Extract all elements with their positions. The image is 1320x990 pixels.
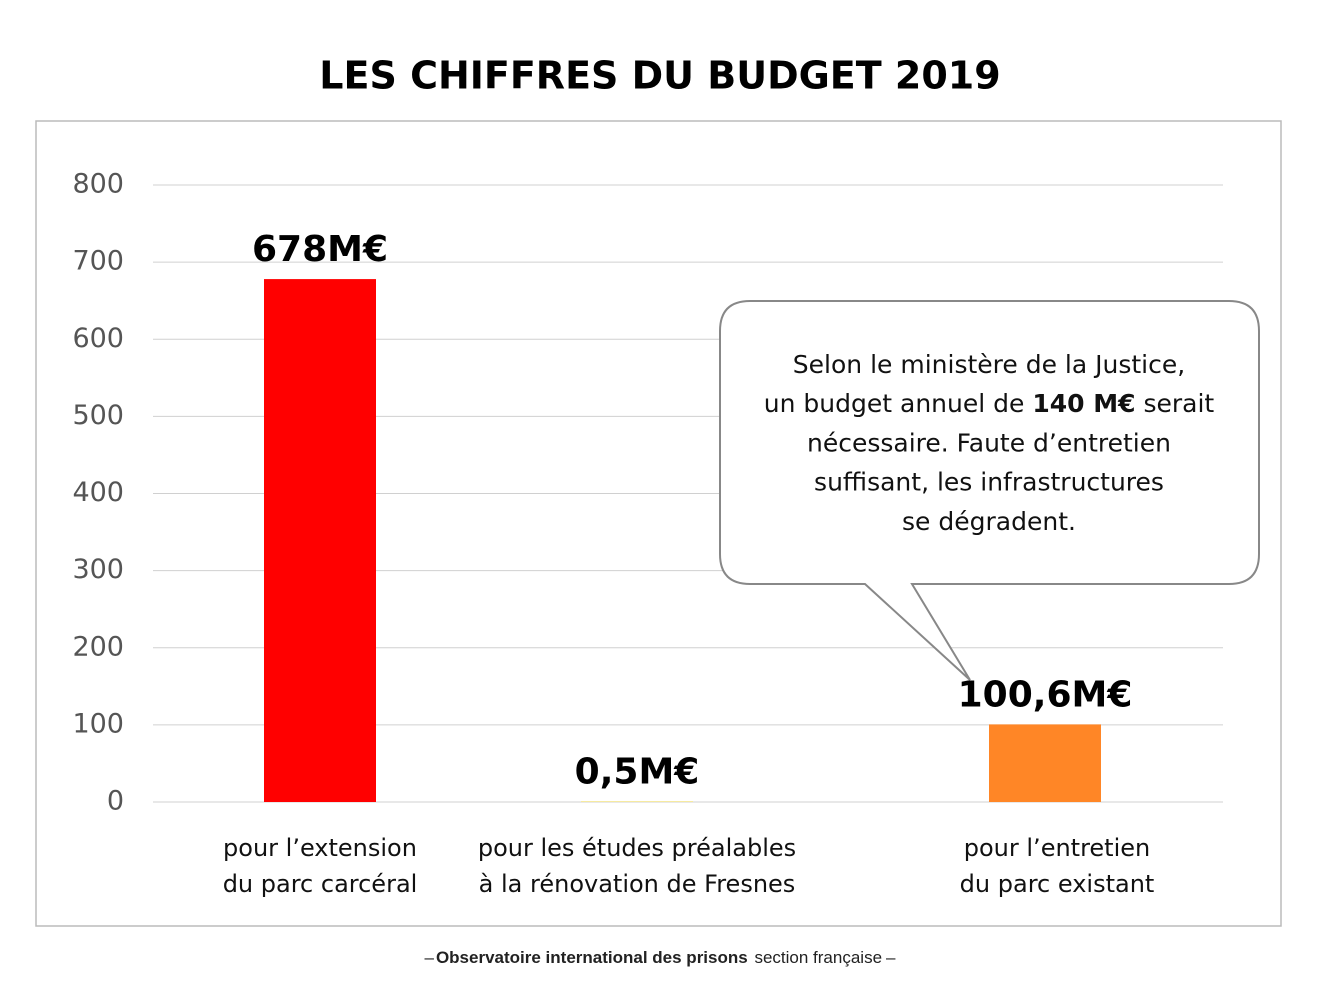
callout <box>719 300 1260 681</box>
frame <box>35 120 1282 927</box>
y-tick-label: 300 <box>72 554 124 585</box>
chart-title: LES CHIFFRES DU BUDGET 2019 <box>319 54 1000 98</box>
footer-prefix: – <box>424 948 434 967</box>
annotation-text: un budget annuel de <box>764 389 1033 418</box>
x-tick-label: du parc existant <box>960 870 1155 898</box>
annotation-text: serait <box>1136 389 1215 418</box>
annotation-text: suffisant, les infrastructures <box>814 468 1164 497</box>
x-tick-label: du parc carcéral <box>223 870 418 898</box>
x-tick-label: pour les études préalables <box>478 834 796 862</box>
y-tick-label: 800 <box>72 169 124 200</box>
y-tick-label: 400 <box>72 477 124 508</box>
annotation-line: Selon le ministère de la Justice, <box>793 350 1185 379</box>
annotation-text: Selon le ministère de la Justice, <box>793 350 1185 379</box>
y-tick-label: 100 <box>72 708 124 739</box>
footer-section: section française <box>754 948 883 967</box>
y-tick-label: 0 <box>107 786 124 817</box>
annotation-text: se dégradent. <box>902 507 1076 536</box>
annotation-line: un budget annuel de 140 M€ serait <box>764 389 1215 418</box>
x-tick-label: à la rénovation de Fresnes <box>479 870 796 898</box>
y-tick-label: 500 <box>72 400 124 431</box>
y-tick-label: 700 <box>72 246 124 277</box>
value-label: 100,6M€ <box>958 674 1133 715</box>
annotation-emphasis: 140 M€ <box>1032 389 1135 418</box>
footer-suffix: – <box>886 948 896 967</box>
y-tick-label: 600 <box>72 323 124 354</box>
annotation-line: nécessaire. Faute d’entretien <box>807 428 1171 457</box>
value-label: 678M€ <box>252 229 388 270</box>
bar <box>989 724 1101 802</box>
annotation-text: nécessaire. Faute d’entretien <box>807 428 1171 457</box>
bar <box>264 279 376 802</box>
annotation-line: se dégradent. <box>902 507 1076 536</box>
value-label: 0,5M€ <box>575 752 700 793</box>
y-tick-label: 200 <box>72 631 124 662</box>
footer-org: Observatoire international des prisons <box>435 948 748 967</box>
x-tick-label: pour l’entretien <box>964 834 1150 862</box>
annotation-line: suffisant, les infrastructures <box>814 468 1164 497</box>
x-tick-label: pour l’extension <box>223 834 417 862</box>
footer: – Observatoire international des prisons … <box>0 948 1320 968</box>
